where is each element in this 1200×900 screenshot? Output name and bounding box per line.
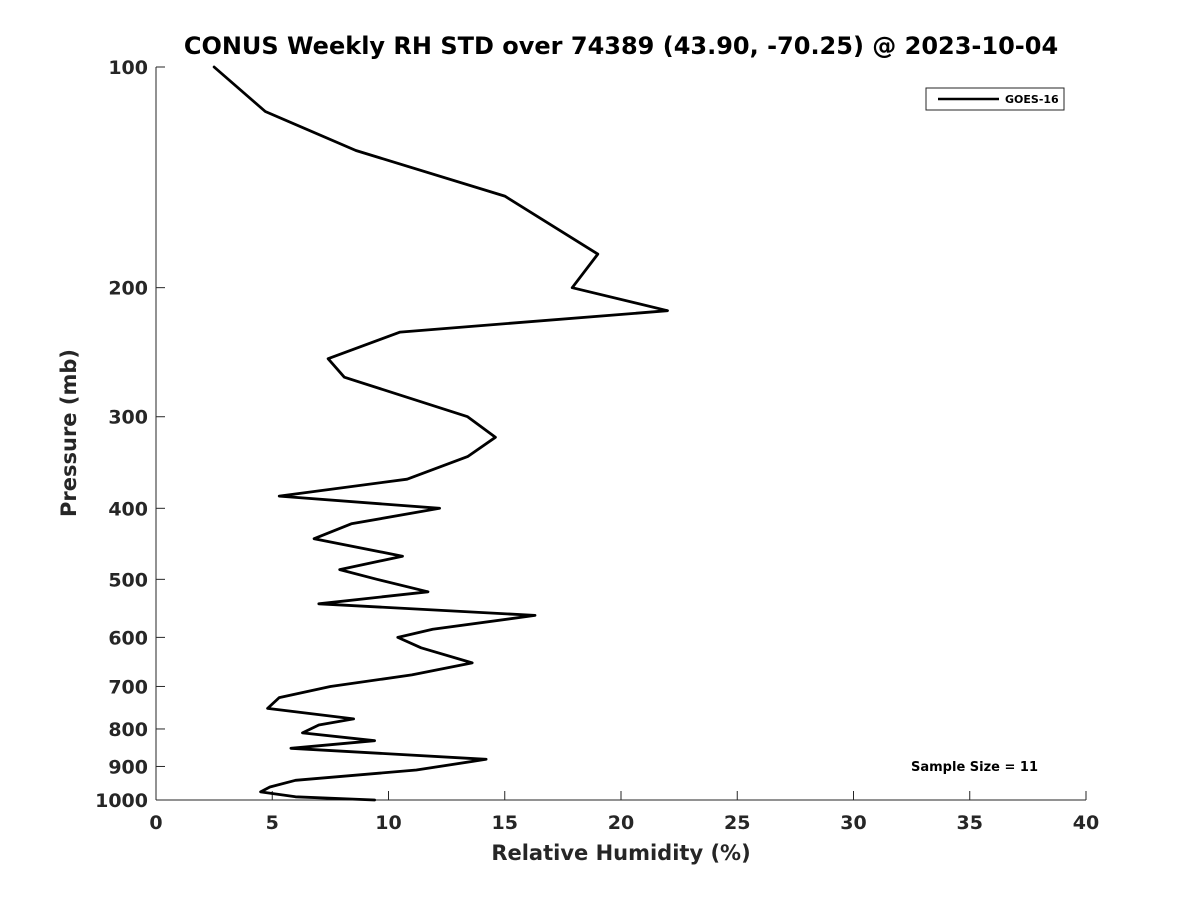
- x-axis-label: Relative Humidity (%): [491, 841, 750, 865]
- y-tick-label: 500: [108, 569, 148, 591]
- y-tick-label: 300: [108, 407, 148, 429]
- x-tick-label: 15: [492, 812, 518, 834]
- x-tick-label: 10: [375, 812, 401, 834]
- y-ticks: 100 200 300 400 500 600 700 800 900 1000: [95, 57, 165, 812]
- x-tick-label: 5: [266, 812, 279, 834]
- x-tick-label: 30: [840, 812, 866, 834]
- series-layer: [212, 65, 669, 802]
- chart-title: CONUS Weekly RH STD over 74389 (43.90, -…: [184, 32, 1058, 60]
- y-tick-label: 800: [108, 719, 148, 741]
- x-tick-label: 0: [149, 812, 162, 834]
- y-tick-label: 1000: [95, 790, 148, 812]
- x-tick-label: 40: [1073, 812, 1099, 834]
- x-tick-label: 20: [608, 812, 634, 834]
- plot-area: 0 5 10 15 20 25 30 35 40 100 200 300 400 500 600 700 80…: [95, 57, 1099, 834]
- sample-size-annotation: Sample Size = 11: [911, 760, 1038, 775]
- legend: GOES-16: [925, 87, 1065, 111]
- y-tick-label: 200: [108, 278, 148, 300]
- x-tick-label: 35: [957, 812, 983, 834]
- legend-label-goes-16: GOES-16: [1005, 93, 1059, 106]
- y-tick-label: 700: [108, 676, 148, 698]
- y-tick-label: 100: [108, 57, 148, 79]
- y-tick-label: 900: [108, 756, 148, 778]
- x-tick-label: 25: [724, 812, 750, 834]
- y-axis-label: Pressure (mb): [57, 349, 81, 517]
- x-ticks: 0 5 10 15 20 25 30 35 40: [149, 791, 1099, 834]
- series-line-goes-16: [212, 65, 669, 802]
- y-tick-label: 600: [108, 627, 148, 649]
- y-tick-label: 400: [108, 498, 148, 520]
